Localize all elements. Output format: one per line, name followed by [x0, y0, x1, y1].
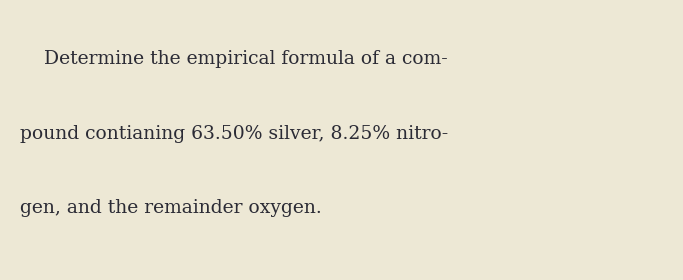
- Text: Determine the empirical formula of a com-: Determine the empirical formula of a com…: [20, 50, 448, 68]
- Text: gen, and the remainder oxygen.: gen, and the remainder oxygen.: [20, 199, 322, 217]
- Text: pound contianing 63.50% silver, 8.25% nitro-: pound contianing 63.50% silver, 8.25% ni…: [20, 125, 449, 143]
